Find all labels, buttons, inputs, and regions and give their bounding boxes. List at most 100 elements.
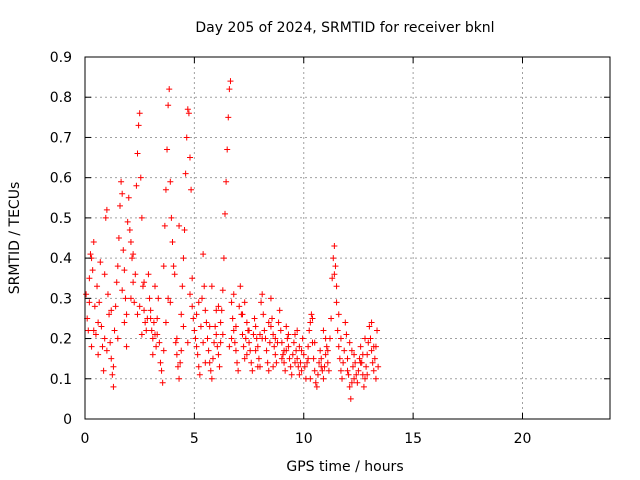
data-point: [359, 351, 366, 358]
data-point: [188, 186, 195, 193]
data-point: [267, 295, 274, 302]
data-point: [294, 327, 301, 334]
data-point: [282, 367, 289, 374]
data-point: [363, 363, 370, 370]
y-tick-label: 0.8: [50, 90, 72, 106]
data-point: [142, 319, 149, 326]
data-point: [130, 279, 137, 286]
data-point: [222, 210, 228, 217]
data-point: [283, 323, 290, 330]
data-point: [131, 299, 138, 306]
data-point: [200, 339, 207, 346]
data-point: [313, 383, 320, 390]
data-point: [257, 331, 263, 338]
data-point: [336, 355, 343, 362]
data-point: [104, 291, 111, 298]
data-point: [127, 239, 134, 246]
data-point: [127, 295, 134, 302]
data-point: [126, 226, 133, 233]
data-point: [162, 186, 169, 193]
data-point: [339, 375, 346, 382]
data-point: [252, 323, 259, 330]
data-point: [249, 367, 256, 374]
data-point: [243, 319, 250, 326]
data-point: [212, 323, 219, 330]
data-point: [99, 343, 106, 350]
data-point: [294, 355, 301, 362]
data-point: [223, 178, 230, 185]
data-point: [320, 375, 327, 382]
data-point: [236, 303, 243, 310]
data-point: [197, 323, 204, 330]
data-point: [324, 359, 331, 366]
data-point: [320, 327, 327, 334]
data-point: [204, 335, 211, 342]
data-point: [311, 339, 318, 346]
data-point: [173, 351, 180, 358]
data-point: [176, 375, 183, 382]
data-point: [260, 311, 267, 318]
data-point: [85, 327, 92, 334]
data-point: [254, 343, 261, 350]
data-point: [208, 375, 215, 382]
data-point: [285, 343, 292, 350]
data-point: [347, 395, 354, 402]
data-point: [119, 287, 126, 294]
y-tick-label: 0.9: [50, 50, 72, 66]
data-point: [162, 319, 169, 326]
data-point: [185, 110, 192, 117]
data-point: [160, 347, 167, 354]
data-point: [231, 339, 238, 346]
data-point: [230, 327, 237, 334]
data-point: [149, 335, 156, 342]
data-point: [349, 363, 356, 370]
data-point: [218, 307, 225, 314]
data-point: [205, 347, 212, 354]
data-point: [115, 235, 122, 241]
data-point: [337, 335, 344, 342]
data-point: [267, 323, 274, 330]
data-point: [217, 339, 224, 346]
data-point: [258, 299, 265, 306]
data-point: [357, 359, 364, 366]
data-point: [271, 343, 278, 350]
data-point: [265, 319, 272, 326]
data-point: [138, 331, 145, 338]
data-point: [365, 339, 372, 346]
data-point: [362, 335, 368, 342]
data-point: [224, 146, 231, 153]
data-point: [293, 347, 300, 354]
data-point: [119, 190, 126, 197]
data-point: [292, 331, 298, 338]
data-point: [252, 347, 259, 354]
data-point: [368, 347, 375, 354]
data-point: [266, 339, 273, 346]
data-point: [193, 311, 200, 318]
data-point: [94, 283, 101, 290]
data-point: [219, 331, 226, 338]
data-point: [103, 206, 110, 213]
data-point: [367, 335, 374, 342]
data-point: [171, 271, 178, 278]
data-point: [366, 323, 373, 330]
data-point: [139, 283, 146, 290]
data-point: [108, 355, 115, 362]
data-point: [110, 383, 117, 390]
data-point: [97, 259, 104, 266]
data-point: [230, 291, 237, 298]
data-point: [246, 339, 253, 346]
data-point: [309, 315, 316, 322]
data-point: [118, 178, 125, 185]
data-point: [134, 150, 141, 157]
data-point: [110, 363, 117, 370]
data-point: [176, 222, 183, 229]
data-point: [137, 174, 144, 181]
data-point: [305, 355, 312, 362]
data-point: [196, 371, 203, 378]
data-point: [167, 299, 174, 306]
data-point: [272, 335, 279, 342]
data-point: [170, 263, 177, 270]
data-point: [90, 327, 97, 334]
data-point: [368, 319, 375, 326]
data-point: [206, 323, 213, 330]
